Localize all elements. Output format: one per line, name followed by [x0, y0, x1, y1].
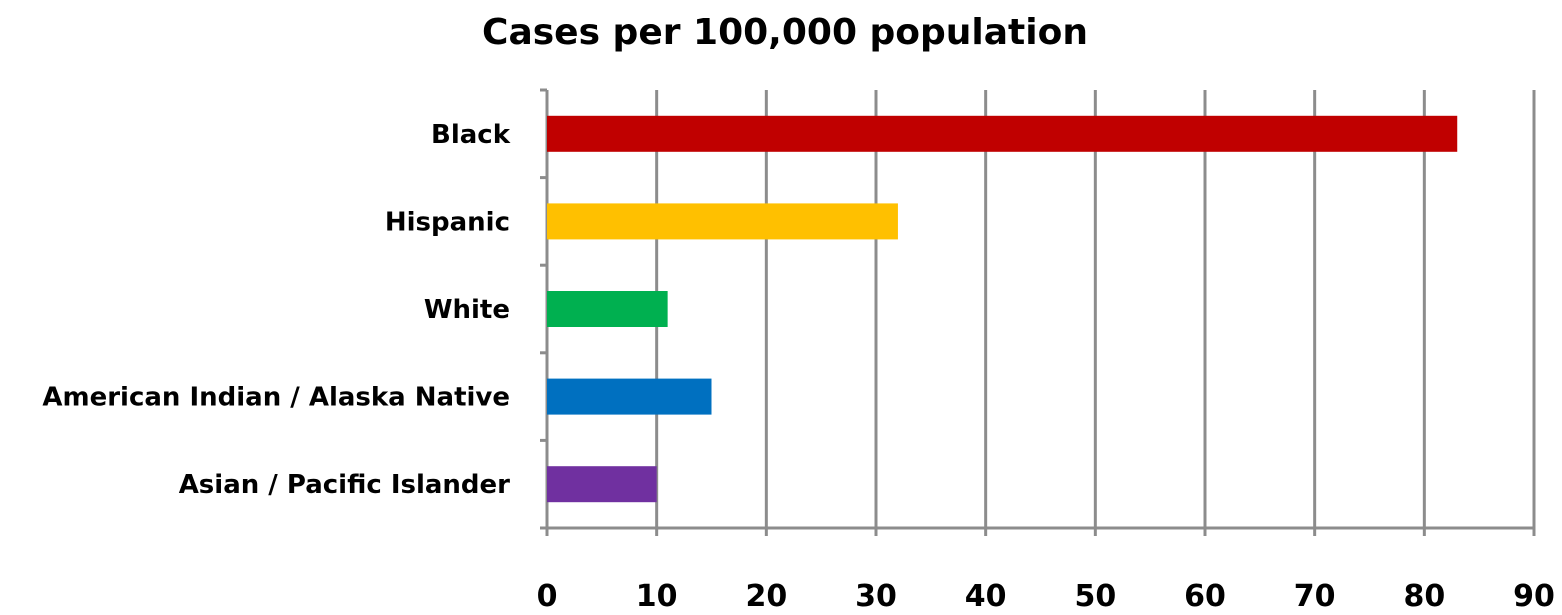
x-tick-label-50: 50	[1074, 579, 1116, 614]
category-label-hispanic: Hispanic	[385, 207, 510, 237]
x-tick-label-60: 60	[1184, 579, 1226, 614]
category-label-black: Black	[431, 120, 511, 150]
bar-hispanic	[547, 203, 898, 240]
category-label-white: White	[424, 295, 510, 325]
x-tick-label-70: 70	[1294, 579, 1336, 614]
gridlines	[655, 90, 1536, 528]
bar-white	[547, 291, 668, 327]
x-tick-label-90: 90	[1513, 579, 1555, 614]
x-tick-label-30: 30	[855, 579, 897, 614]
x-tick-label-80: 80	[1403, 579, 1445, 614]
bar-asian-pacific-islander	[547, 466, 657, 503]
category-label-american-indian-alaska-native: American Indian / Alaska Native	[42, 383, 510, 413]
x-tick-label-10: 10	[636, 579, 678, 614]
x-tick-label-0: 0	[537, 579, 558, 614]
category-labels: Black Hispanic White American Indian / Alas…	[42, 120, 510, 500]
bar-black	[547, 115, 1458, 152]
x-tick-label-20: 20	[745, 579, 787, 614]
chart-title: Cases per 100,000 population	[482, 12, 1088, 53]
bars	[547, 115, 1458, 503]
tick-labels: 0 10 20 30 40 50 60 70 80 90	[537, 579, 1555, 614]
bar-american-indian-alaska-native	[547, 378, 712, 415]
category-label-asian-pacific-islander: Asian / Pacific Islander	[179, 470, 510, 500]
axes	[540, 88, 1536, 536]
x-tick-label-40: 40	[965, 579, 1007, 614]
